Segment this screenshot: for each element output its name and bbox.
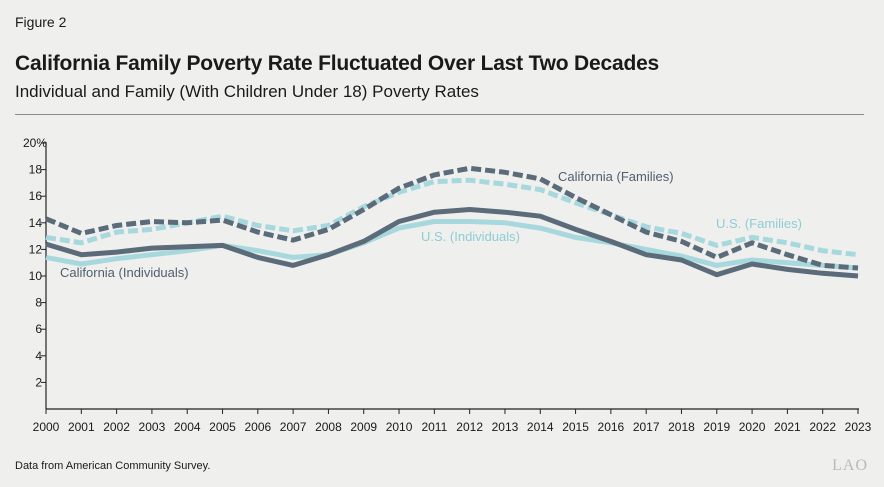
x-tick-label: 2016: [598, 420, 625, 434]
y-tick-label: 4: [35, 349, 42, 363]
x-tick-label: 2014: [527, 420, 554, 434]
series-line-u-s-individuals: [45, 219, 859, 271]
x-tick-label: 2009: [350, 420, 377, 434]
x-tick-label: 2010: [386, 420, 413, 434]
x-tick-label: 2018: [668, 420, 695, 434]
x-tick-label: 2003: [139, 420, 166, 434]
x-tick-label: 2006: [244, 420, 271, 434]
y-tick-label: 16: [29, 189, 43, 203]
y-tick-label: 12: [29, 242, 43, 256]
x-tick-label: 2015: [562, 420, 589, 434]
x-tick-label: 2020: [739, 420, 766, 434]
x-tick-label: 2000: [33, 420, 60, 434]
x-tick-label: 2013: [492, 420, 519, 434]
x-tick-label: 2001: [68, 420, 95, 434]
x-tick-label: 2012: [456, 420, 483, 434]
series-label: U.S. (Families): [716, 216, 802, 231]
source-note: Data from American Community Survey.: [15, 460, 211, 472]
x-tick-label: 2017: [633, 420, 660, 434]
lao-logo: LAO: [832, 457, 868, 474]
x-tick-label: 2021: [774, 420, 801, 434]
series-label: California (Families): [558, 169, 674, 184]
series-label: California (Individuals): [60, 265, 189, 280]
x-tick-label: 2023: [845, 420, 872, 434]
series-line-u-s-families: [45, 177, 859, 258]
y-tick-label: 6: [35, 322, 42, 336]
chart-title: California Family Poverty Rate Fluctuate…: [15, 52, 660, 75]
x-tick-label: 2011: [421, 420, 447, 434]
series-label: U.S. (Individuals): [421, 229, 520, 244]
y-tick-label: 20%: [23, 136, 47, 150]
y-tick-label: 10: [29, 269, 43, 283]
x-tick-label: 2022: [809, 420, 836, 434]
x-tick-label: 2008: [315, 420, 342, 434]
x-tick-label: 2007: [280, 420, 307, 434]
title-divider: [15, 114, 864, 115]
x-tick-label: 2002: [103, 420, 130, 434]
y-tick-label: 2: [35, 375, 42, 389]
y-tick-label: 18: [29, 163, 43, 177]
x-tick-label: 2005: [209, 420, 236, 434]
figure-label: Figure 2: [15, 14, 67, 30]
chart-subtitle: Individual and Family (With Children Und…: [15, 82, 479, 101]
y-tick-label: 8: [35, 296, 42, 310]
x-tick-label: 2004: [174, 420, 201, 434]
series-line-california-families: [45, 165, 859, 271]
series-line-california-individuals: [45, 207, 859, 279]
x-tick-label: 2019: [703, 420, 730, 434]
y-tick-label: 14: [29, 216, 43, 230]
